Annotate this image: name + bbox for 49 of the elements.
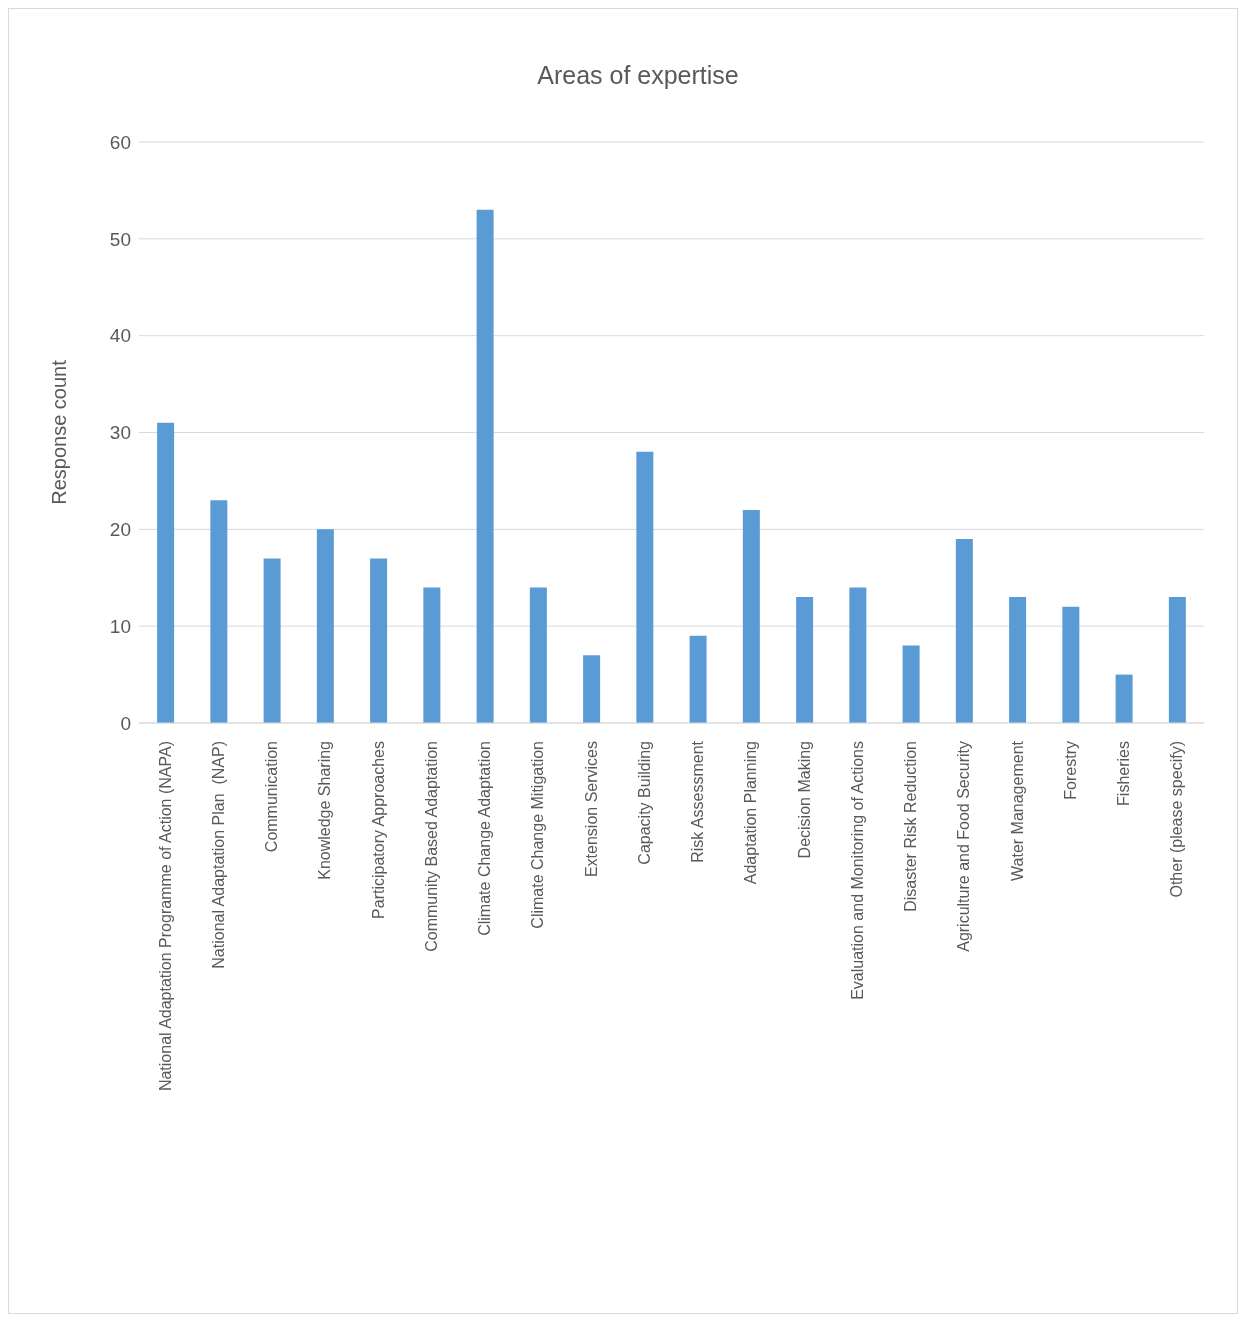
x-tick-label: Capacity Building	[635, 741, 653, 865]
y-tick-label: 0	[120, 712, 131, 734]
x-tick-label: Knowledge Sharing	[316, 741, 334, 880]
bar	[583, 655, 601, 723]
y-tick-label: 40	[109, 325, 131, 347]
y-tick-label: 10	[109, 615, 131, 637]
x-tick-label: Decision Making	[795, 741, 813, 859]
y-tick-label: 50	[109, 228, 131, 250]
y-tick-label: 60	[109, 131, 131, 153]
x-tick-label: Disaster Risk Reduction	[902, 741, 920, 912]
bar	[1115, 674, 1133, 723]
bar	[370, 558, 388, 723]
bar	[476, 209, 494, 723]
x-tick-label: National Adaptation Programme of Action (NAPA)	[156, 741, 174, 1092]
x-tick-label: Climate Change Mitigation	[529, 741, 547, 929]
x-tick-label: Risk Assessment	[689, 740, 707, 863]
x-tick-label: Communication	[263, 741, 281, 853]
x-tick-label: Water Management	[1008, 740, 1026, 881]
x-tick-label: Agriculture and Food Security	[955, 741, 973, 952]
x-tick-label: Fisheries	[1115, 741, 1133, 806]
bar	[955, 539, 973, 723]
y-axis-title: Response count	[48, 359, 71, 505]
y-tick-label: 30	[109, 422, 131, 444]
x-tick-label: Evaluation and Monitoring of Actions	[848, 741, 866, 1000]
x-tick-label: Participatory Approaches	[369, 741, 387, 919]
bar	[796, 597, 814, 723]
x-tick-label: Other (please specify)	[1168, 741, 1186, 898]
bar	[263, 558, 281, 723]
y-tick-label: 20	[109, 519, 131, 541]
bar	[902, 645, 920, 723]
x-tick-label: National Adaptation Plan (NAP)	[209, 741, 227, 969]
bar	[636, 451, 654, 723]
bar	[157, 422, 175, 723]
bar	[1062, 606, 1080, 723]
bar	[1009, 597, 1027, 723]
bar	[689, 635, 707, 723]
x-tick-label: Extension Services	[582, 741, 600, 878]
chart-title: Areas of expertise	[536, 61, 740, 90]
bar	[316, 529, 334, 723]
bar	[742, 509, 760, 723]
x-tick-label: Climate Change Adaptation	[476, 741, 494, 936]
x-tick-label: Forestry	[1061, 741, 1079, 800]
x-tick-label: Adaptation Planning	[742, 741, 760, 885]
x-tick-label: Community Based Adaptation	[422, 741, 440, 952]
bar	[210, 500, 228, 723]
bar	[849, 587, 867, 723]
bar	[423, 587, 441, 723]
bar	[529, 587, 547, 723]
bar	[1168, 597, 1186, 723]
